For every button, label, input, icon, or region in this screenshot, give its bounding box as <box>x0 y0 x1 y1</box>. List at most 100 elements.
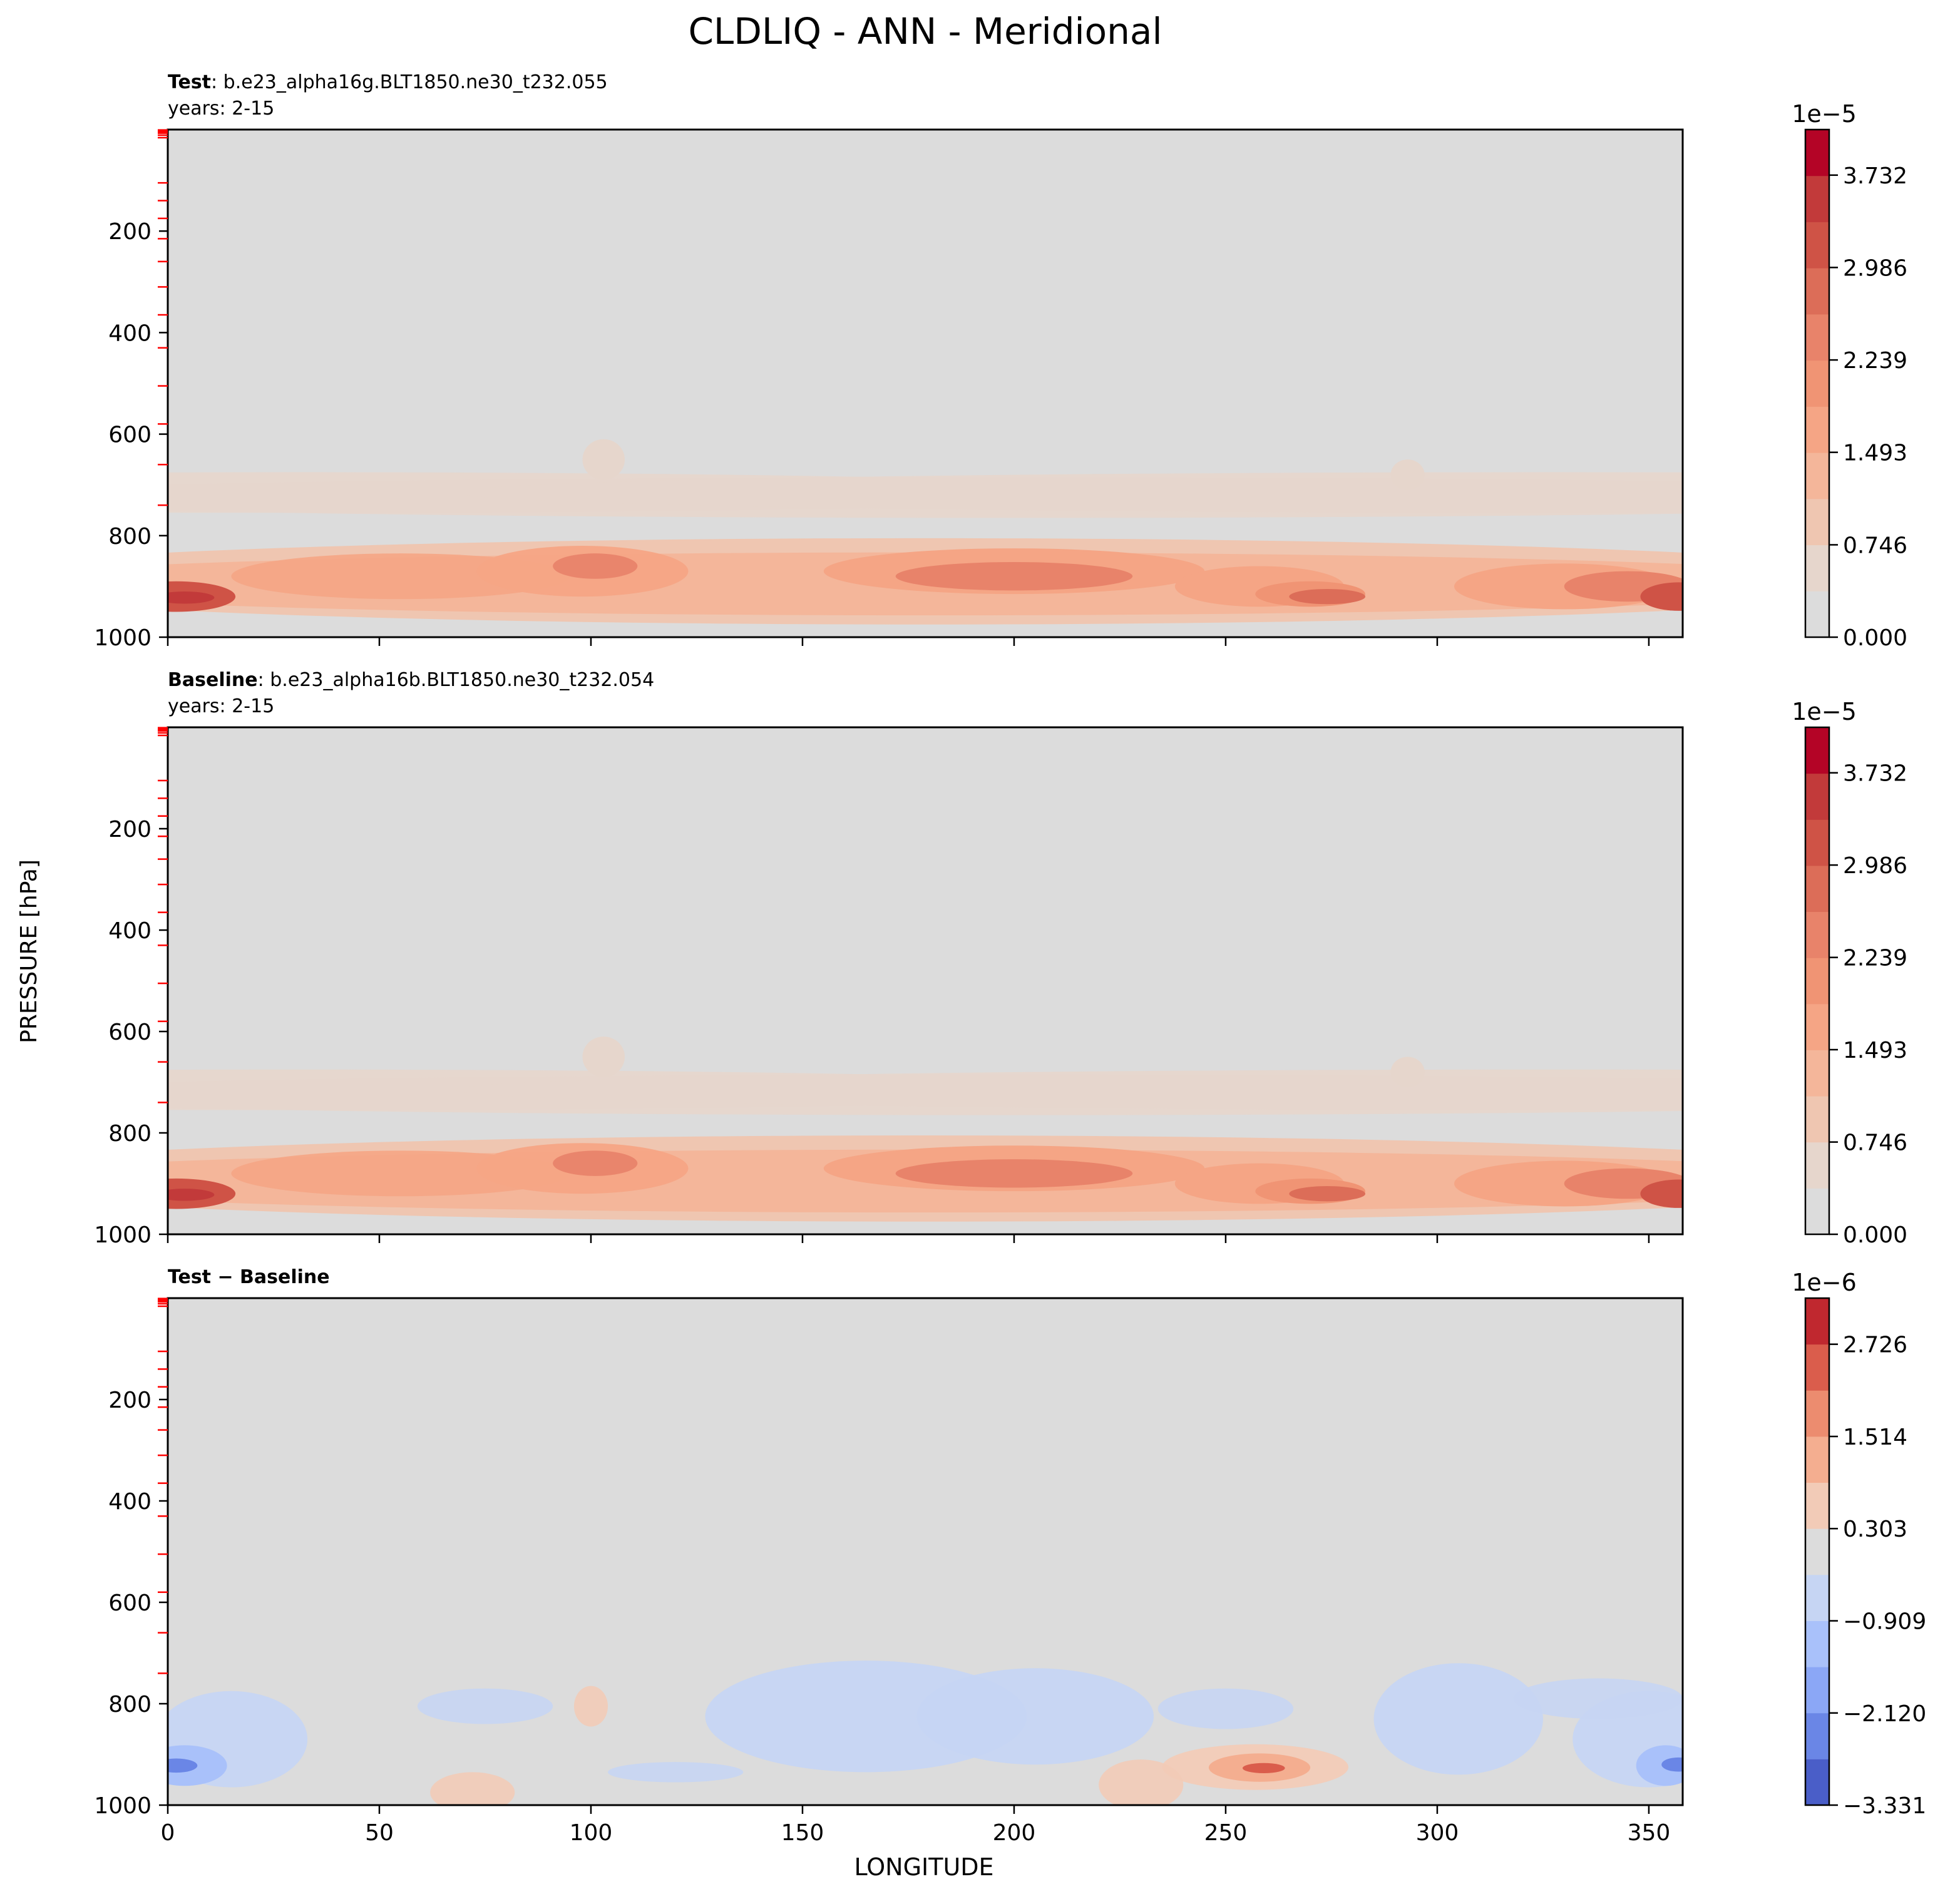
colorbar-tick-label: 0.000 <box>1843 625 1907 651</box>
panels: 200 400 600 800 1000 Test: b.e23_alpha16g.BLT… <box>94 71 1926 1846</box>
colorbar-swatch <box>1805 1436 1829 1483</box>
contour-band <box>456 1069 1683 1110</box>
y-tick-label: 400 <box>108 918 151 944</box>
colorbar-tick-label: 1.514 <box>1843 1425 1907 1450</box>
colorbar: 3.732 2.986 2.239 1.493 0.746 0.000 1e−5 <box>1792 698 1907 1248</box>
colorbar-swatch <box>1805 1050 1829 1097</box>
colorbar-tick-label: 2.239 <box>1843 946 1907 971</box>
y-tick-label: 800 <box>108 1121 151 1147</box>
colorbar-swatch <box>1805 1667 1829 1714</box>
colorbar-tick-label: 0.746 <box>1843 1130 1907 1156</box>
contour-band <box>168 591 215 604</box>
contour-band <box>582 439 625 480</box>
plot-frame <box>167 726 1684 1236</box>
contour-band <box>417 1688 553 1724</box>
panel-label: Test − Baseline <box>168 1266 330 1288</box>
contour-band <box>553 553 638 579</box>
colorbar-tick-label: 3.732 <box>1843 761 1907 787</box>
colorbar-swatch <box>1805 1759 1829 1806</box>
panel-subtitle: years: 2-15 <box>168 98 274 120</box>
contour-band <box>1289 588 1366 605</box>
contour-band <box>1157 1688 1294 1729</box>
colorbar-tick-label: 2.986 <box>1843 853 1907 879</box>
contour-band <box>1390 459 1425 490</box>
y-tick-label: 600 <box>108 1590 151 1616</box>
x-tick-label: 50 <box>365 1820 394 1846</box>
contour-band <box>916 1668 1154 1765</box>
y-tick-label: 800 <box>108 1692 151 1717</box>
colorbar-swatch <box>1805 773 1829 820</box>
colorbar-swatch <box>1805 1096 1829 1143</box>
colorbar-swatch <box>1805 1344 1829 1391</box>
colorbar-swatch <box>1805 453 1829 499</box>
panel-label-bold: Test − Baseline <box>168 1266 330 1288</box>
colorbar-tick-label: 0.000 <box>1843 1222 1907 1248</box>
colorbar-tick-label: 0.746 <box>1843 533 1907 558</box>
contour-band <box>1390 1057 1425 1088</box>
colorbar-frame <box>1804 726 1830 1236</box>
y-tick-label: 200 <box>108 219 151 245</box>
contour-band <box>1513 1678 1683 1719</box>
colorbar-tick-label: −2.120 <box>1843 1701 1926 1727</box>
colorbar-swatch <box>1805 911 1829 958</box>
colorbar-swatch <box>1805 1482 1829 1529</box>
colorbar-swatch <box>1805 1620 1829 1667</box>
colorbar-tick-label: 2.239 <box>1843 348 1907 374</box>
x-axis-label: LONGITUDE <box>854 1853 993 1881</box>
y-tick-label: 200 <box>108 1388 151 1413</box>
colorbar-swatch <box>1805 222 1829 269</box>
contour-band <box>168 1189 215 1201</box>
plot-frame <box>167 128 1684 638</box>
colorbar-swatch <box>1805 175 1829 222</box>
y-tick-label: 400 <box>108 1489 151 1515</box>
colorbar-swatch <box>1805 130 1829 177</box>
colorbar-swatch <box>1805 958 1829 1005</box>
contour-layer <box>168 1661 1683 1805</box>
colorbar-tick-label: 2.986 <box>1843 255 1907 281</box>
colorbar-tick-label: 3.732 <box>1843 163 1907 189</box>
colorbar-swatch <box>1805 360 1829 407</box>
colorbar-swatch <box>1805 1142 1829 1189</box>
contour-band <box>608 1762 744 1783</box>
panel-test: 200 400 600 800 1000 Test: b.e23_alpha16g.BLT… <box>94 71 1907 651</box>
y-tick-label: 400 <box>108 320 151 346</box>
contour-band <box>582 1037 625 1077</box>
y-tick-label: 1000 <box>94 1793 151 1819</box>
contour-band <box>1289 1186 1366 1202</box>
colorbar-tick-label: 2.726 <box>1843 1333 1907 1358</box>
y-tick-label: 600 <box>108 422 151 448</box>
colorbar-swatch <box>1805 314 1829 361</box>
colorbar-swatch <box>1805 1528 1829 1575</box>
panel-label: Baseline: b.e23_alpha16b.BLT1850.ne30_t2… <box>168 669 654 691</box>
colorbar-tick-label: −3.331 <box>1843 1793 1926 1819</box>
contour-band <box>1099 1759 1184 1805</box>
colorbar-tick-label: 0.303 <box>1843 1517 1907 1542</box>
contour-band <box>1661 1757 1683 1772</box>
colorbar-frame <box>1804 128 1830 638</box>
colorbar-exponent: 1e−5 <box>1792 100 1857 128</box>
x-tick-label: 300 <box>1416 1820 1459 1846</box>
contour-band <box>430 1772 515 1805</box>
panel-label-bold: Baseline <box>168 669 258 691</box>
panel-subtitle: years: 2-15 <box>168 695 274 717</box>
colorbar-swatch <box>1805 727 1829 774</box>
panel-difference: 200 400 600 800 1000 0 50 100 150 200 250 300 350 Tes… <box>94 1266 1926 1846</box>
plot-frame <box>167 1297 1684 1806</box>
colorbar-swatch <box>1805 591 1829 638</box>
x-tick-label: 0 <box>161 1820 175 1846</box>
colorbar: 2.726 1.514 0.303 −0.909 −2.120 −3.331 1e−6 <box>1792 1269 1926 1819</box>
contour-layer <box>168 1037 1683 1222</box>
colorbar-swatch <box>1805 268 1829 315</box>
y-tick-label: 800 <box>108 524 151 550</box>
y-tick-label: 1000 <box>94 625 151 651</box>
contour-band <box>456 472 1683 513</box>
y-tick-label: 200 <box>108 817 151 842</box>
panel-label-run: : b.e23_alpha16g.BLT1850.ne30_t232.055 <box>211 71 608 93</box>
panel-label: Test: b.e23_alpha16g.BLT1850.ne30_t232.0… <box>168 71 608 93</box>
x-tick-label: 350 <box>1628 1820 1671 1846</box>
y-axis-label: PRESSURE [hPa] <box>16 859 42 1043</box>
colorbar-swatch <box>1805 1390 1829 1437</box>
contour-band <box>1242 1763 1285 1773</box>
colorbar-swatch <box>1805 1003 1829 1050</box>
